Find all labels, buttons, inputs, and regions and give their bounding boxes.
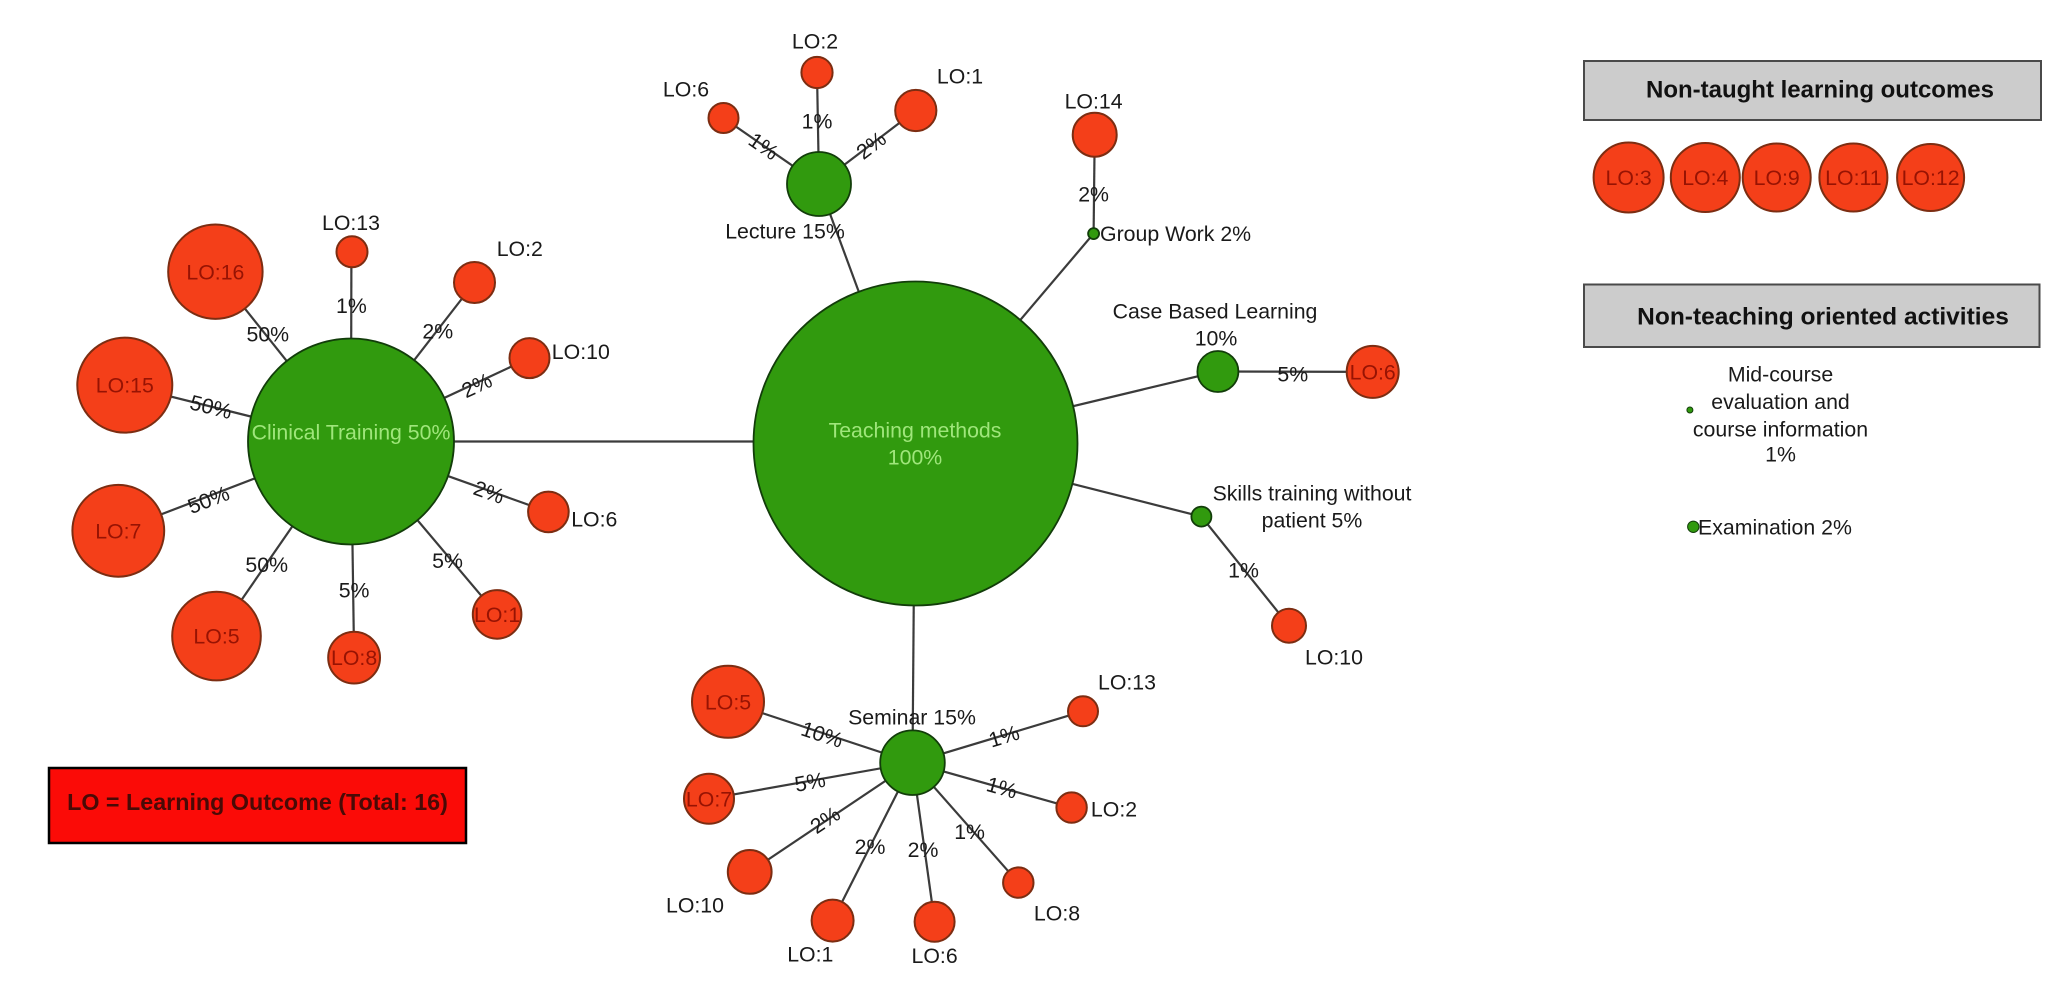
svg-text:5%: 5% — [339, 579, 370, 603]
svg-text:LO:2: LO:2 — [1091, 798, 1137, 822]
svg-text:LO:8: LO:8 — [331, 646, 377, 670]
svg-text:LO:6: LO:6 — [663, 78, 709, 102]
svg-text:1%: 1% — [1228, 559, 1259, 583]
svg-text:Seminar 15%: Seminar 15% — [848, 706, 976, 730]
svg-text:1%: 1% — [336, 294, 367, 318]
svg-text:LO:2: LO:2 — [792, 30, 838, 54]
svg-text:Lecture 15%: Lecture 15% — [725, 220, 845, 244]
svg-text:evaluation and: evaluation and — [1711, 390, 1850, 414]
svg-text:LO:11: LO:11 — [1825, 166, 1881, 190]
svg-text:5%: 5% — [793, 768, 828, 797]
svg-text:5%: 5% — [1277, 363, 1308, 387]
svg-text:2%: 2% — [1078, 183, 1109, 207]
svg-text:LO:1: LO:1 — [787, 942, 833, 966]
svg-text:LO:13: LO:13 — [322, 211, 380, 235]
svg-text:LO:10: LO:10 — [1305, 646, 1363, 670]
svg-text:LO:3: LO:3 — [1606, 166, 1652, 190]
svg-text:Group Work 2%: Group Work 2% — [1100, 222, 1251, 246]
svg-text:Skills training without: Skills training without — [1213, 482, 1412, 506]
svg-text:LO:10: LO:10 — [666, 893, 724, 917]
svg-text:1%: 1% — [1765, 442, 1796, 466]
svg-text:2%: 2% — [855, 835, 886, 859]
svg-text:1%: 1% — [954, 820, 985, 844]
svg-text:Non-taught learning outcomes: Non-taught learning outcomes — [1646, 77, 1994, 104]
svg-text:course information: course information — [1693, 417, 1868, 441]
svg-text:LO:2: LO:2 — [497, 237, 543, 261]
svg-text:LO:5: LO:5 — [705, 690, 751, 714]
svg-text:Teaching methods: Teaching methods — [829, 419, 1002, 443]
svg-text:Mid-course: Mid-course — [1728, 363, 1833, 387]
svg-text:LO:1: LO:1 — [474, 603, 520, 627]
svg-text:LO:10: LO:10 — [552, 340, 610, 364]
svg-text:LO:16: LO:16 — [186, 260, 244, 284]
svg-text:Clinical Training 50%: Clinical Training 50% — [252, 421, 451, 445]
svg-text:LO:7: LO:7 — [686, 787, 732, 811]
svg-text:1%: 1% — [802, 110, 833, 134]
svg-text:100%: 100% — [888, 446, 943, 470]
svg-text:LO:6: LO:6 — [912, 944, 958, 968]
svg-text:LO:6: LO:6 — [571, 508, 617, 532]
svg-text:patient 5%: patient 5% — [1262, 509, 1363, 533]
svg-text:LO:9: LO:9 — [1754, 166, 1800, 190]
svg-text:50%: 50% — [245, 553, 288, 577]
svg-text:LO:13: LO:13 — [1098, 671, 1156, 695]
svg-text:LO:4: LO:4 — [1682, 166, 1728, 190]
svg-text:Case Based Learning: Case Based Learning — [1113, 300, 1318, 324]
svg-text:LO:1: LO:1 — [937, 65, 983, 89]
svg-text:LO:7: LO:7 — [95, 519, 141, 543]
svg-text:Examination 2%: Examination 2% — [1698, 515, 1852, 539]
svg-text:10%: 10% — [1195, 327, 1238, 351]
svg-text:LO:6: LO:6 — [1350, 361, 1396, 385]
svg-text:LO:5: LO:5 — [193, 625, 239, 649]
svg-text:5%: 5% — [432, 549, 463, 573]
svg-text:LO:14: LO:14 — [1065, 89, 1123, 113]
svg-text:LO:15: LO:15 — [96, 374, 154, 398]
svg-text:50%: 50% — [246, 322, 289, 346]
svg-text:2%: 2% — [422, 320, 453, 344]
svg-text:LO:8: LO:8 — [1034, 902, 1080, 926]
svg-text:LO = Learning Outcome (Total:: LO = Learning Outcome (Total: 16) — [67, 789, 448, 815]
svg-text:2%: 2% — [908, 838, 939, 862]
svg-text:LO:12: LO:12 — [1902, 166, 1960, 190]
svg-text:Non-teaching oriented activiti: Non-teaching oriented activities — [1637, 304, 2009, 331]
